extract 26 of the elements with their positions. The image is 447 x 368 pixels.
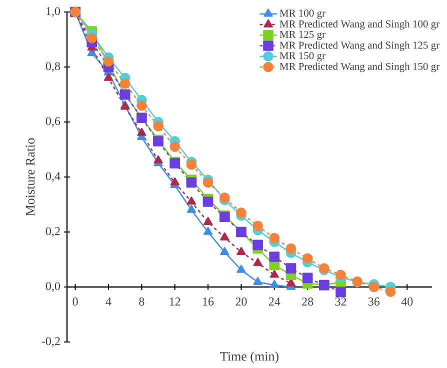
legend-label: MR 125 gr — [280, 30, 326, 40]
y-tick-label: -0,2 — [42, 337, 60, 347]
y-tick-label: 0,2 — [46, 227, 60, 237]
x-tick-label: 0 — [72, 298, 78, 306]
x-tick-label: 4 — [106, 298, 112, 306]
legend-label: MR 150 gr — [280, 52, 326, 62]
y-tick-label: 0,4 — [46, 172, 60, 182]
legend-label: MR Predicted Wang and Singh 150 gr — [280, 62, 440, 72]
x-tick-label: 36 — [368, 298, 380, 306]
y-tick-label: 0,6 — [46, 117, 60, 127]
x-tick-label: 12 — [170, 298, 180, 306]
y-tick-label: 1,0 — [46, 7, 60, 17]
legend-label: MR Predicted Wang and Singh 125 gr — [280, 41, 440, 51]
y-tick-label: 0,0 — [46, 282, 60, 292]
x-tick-label: 24 — [268, 298, 280, 306]
x-tick-label: 20 — [236, 298, 247, 306]
x-tick-label: 28 — [302, 298, 314, 306]
y-tick-label: 0,8 — [46, 62, 60, 72]
x-tick-label: 40 — [401, 298, 413, 306]
x-axis-title: Time (min) — [220, 352, 278, 364]
x-tick-label: 16 — [203, 298, 214, 306]
legend-label: MR 100 gr — [280, 10, 326, 19]
x-tick-label: 8 — [139, 298, 144, 306]
x-tick-label: 32 — [335, 298, 346, 306]
y-axis-title: Moisture Ratio — [26, 138, 35, 216]
legend-label: MR Predicted Wang and Singh 100 gr — [280, 20, 440, 30]
